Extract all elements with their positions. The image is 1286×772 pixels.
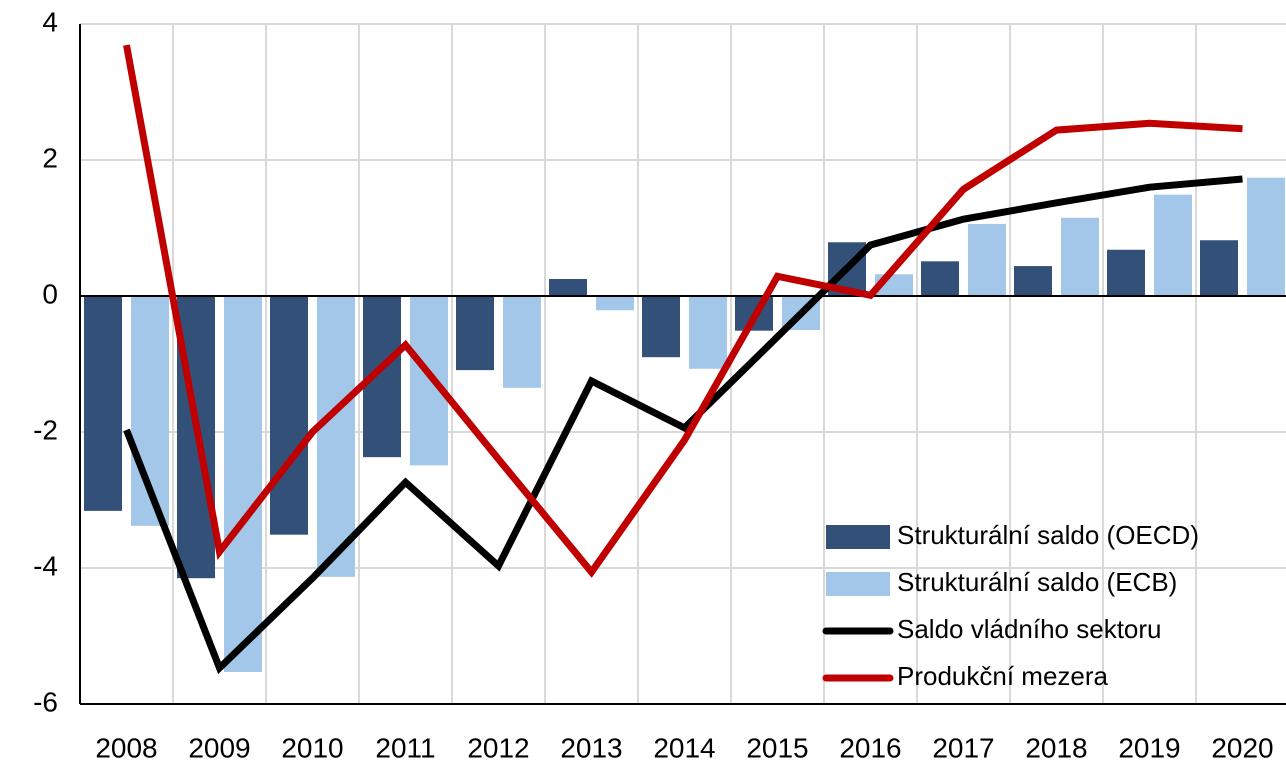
y-tick-label: -4 <box>33 550 58 581</box>
legend-label: Strukturální saldo (OECD) <box>897 520 1199 550</box>
x-tick-label: 2018 <box>1025 732 1087 763</box>
bar <box>642 296 680 358</box>
legend-swatch <box>826 572 890 596</box>
x-tick-label: 2017 <box>932 732 994 763</box>
bar <box>1247 177 1285 296</box>
bar <box>1200 240 1238 296</box>
x-tick-label: 2016 <box>839 732 901 763</box>
x-tick-label: 2010 <box>281 732 343 763</box>
x-tick-label: 2013 <box>560 732 622 763</box>
legend-label: Strukturální saldo (ECB) <box>897 567 1177 597</box>
x-tick-label: 2014 <box>653 732 715 763</box>
bar <box>1014 266 1052 296</box>
bar <box>968 223 1006 296</box>
x-tick-label: 2008 <box>95 732 157 763</box>
x-tick-label: 2020 <box>1211 732 1273 763</box>
y-tick-label: 2 <box>42 142 58 173</box>
x-tick-label: 2015 <box>746 732 808 763</box>
line <box>123 44 1243 578</box>
y-tick-label: 4 <box>42 6 58 37</box>
bar <box>503 296 541 388</box>
x-tick-label: 2012 <box>467 732 529 763</box>
y-tick-label: 0 <box>42 278 58 309</box>
line <box>123 175 1243 675</box>
bar <box>84 296 122 511</box>
bar <box>1107 249 1145 296</box>
y-tick-label: -6 <box>33 686 58 717</box>
bar <box>410 296 448 466</box>
bar <box>317 296 355 577</box>
y-tick-label: -2 <box>33 414 58 445</box>
bar <box>549 279 587 296</box>
x-tick-label: 2011 <box>375 732 435 763</box>
bar <box>224 296 262 673</box>
bar <box>1061 217 1099 296</box>
legend-swatch <box>826 525 890 549</box>
bar <box>456 296 494 371</box>
legend-label: Saldo vládního sektoru <box>897 614 1162 644</box>
bar <box>689 296 727 369</box>
x-tick-label: 2009 <box>188 732 250 763</box>
bar <box>270 296 308 535</box>
bar <box>1154 194 1192 296</box>
x-tick-label: 2019 <box>1118 732 1180 763</box>
bar <box>596 296 634 311</box>
legend-label: Produkční mezera <box>897 661 1109 691</box>
bar <box>921 261 959 296</box>
